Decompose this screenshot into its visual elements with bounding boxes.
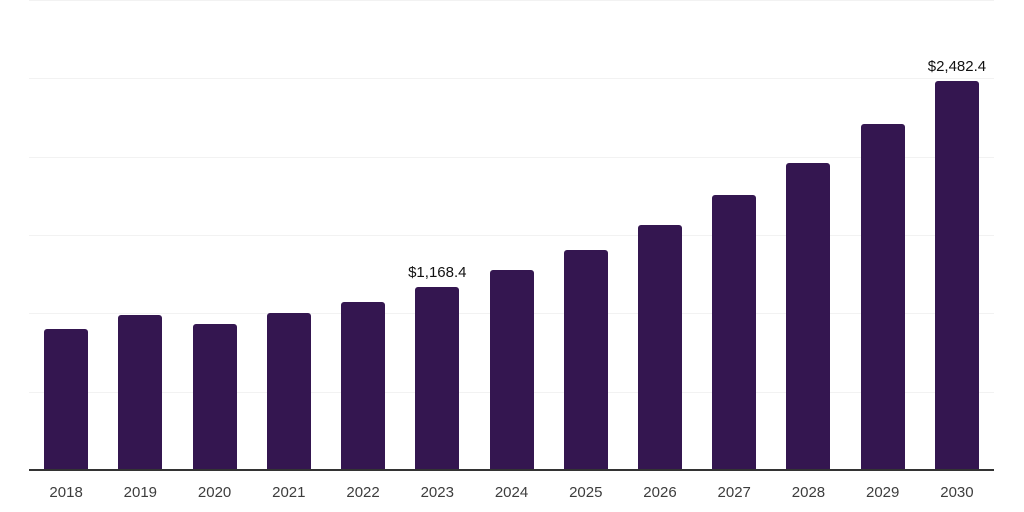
x-axis-labels: 2018 2019 2020 2021 2022 2023 2024 2025 2026 2027… — [29, 484, 994, 502]
x-tick-label: 2025 — [569, 484, 603, 501]
bar-value-label: $1,168.4 — [408, 263, 467, 281]
bar-2021[interactable] — [266, 313, 311, 470]
bar-2025[interactable] — [563, 249, 608, 470]
bar-2024[interactable] — [489, 269, 534, 470]
x-tick-label: 2030 — [940, 484, 974, 501]
x-tick-label: 2023 — [420, 484, 454, 501]
gridline — [29, 78, 994, 80]
bar-group — [326, 0, 400, 470]
x-tick-label: 2028 — [791, 484, 826, 501]
gridline — [29, 156, 994, 158]
bar-2026[interactable] — [637, 224, 682, 470]
x-tick-label: 2026 — [643, 484, 677, 501]
bar-group — [771, 0, 845, 470]
x-axis-line — [29, 469, 994, 471]
bar-2030[interactable] — [934, 81, 979, 470]
bar-2018[interactable] — [44, 329, 89, 470]
x-tick-label: 2021 — [272, 484, 306, 501]
gridline — [29, 235, 994, 236]
bar-group — [549, 0, 623, 470]
bar-group — [697, 0, 771, 470]
x-tick-label: 2018 — [49, 484, 83, 501]
bar-group — [474, 0, 548, 470]
x-tick-label: 2019 — [123, 484, 158, 501]
bar-group — [103, 0, 177, 470]
gridline — [29, 0, 994, 1]
bar-group — [177, 0, 251, 470]
bar-group — [846, 0, 920, 470]
plot-area: $1,168.4 $2,482.4 — [29, 0, 994, 470]
bar-group — [623, 0, 697, 470]
x-tick-label: 2024 — [494, 484, 529, 501]
bars: $1,168.4 $2,482.4 — [29, 0, 994, 470]
x-tick-label: 2029 — [866, 484, 900, 501]
bar-group — [252, 0, 326, 470]
x-tick-label: 2027 — [717, 484, 751, 501]
bar-group: $2,482.4 — [920, 0, 994, 470]
bar-2019[interactable] — [118, 314, 163, 470]
bar-group — [29, 0, 103, 470]
x-tick-label: 2022 — [346, 484, 380, 501]
bar-2027[interactable] — [712, 194, 757, 470]
bar-2028[interactable] — [786, 162, 831, 470]
x-tick-label: 2020 — [197, 484, 232, 501]
bar-2029[interactable] — [860, 124, 905, 470]
bar-2023[interactable] — [415, 286, 460, 470]
bar-group: $1,168.4 — [400, 0, 474, 470]
bar-value-label: $2,482.4 — [927, 58, 987, 76]
bar-2020[interactable] — [192, 324, 237, 470]
bar-2022[interactable] — [341, 302, 386, 470]
